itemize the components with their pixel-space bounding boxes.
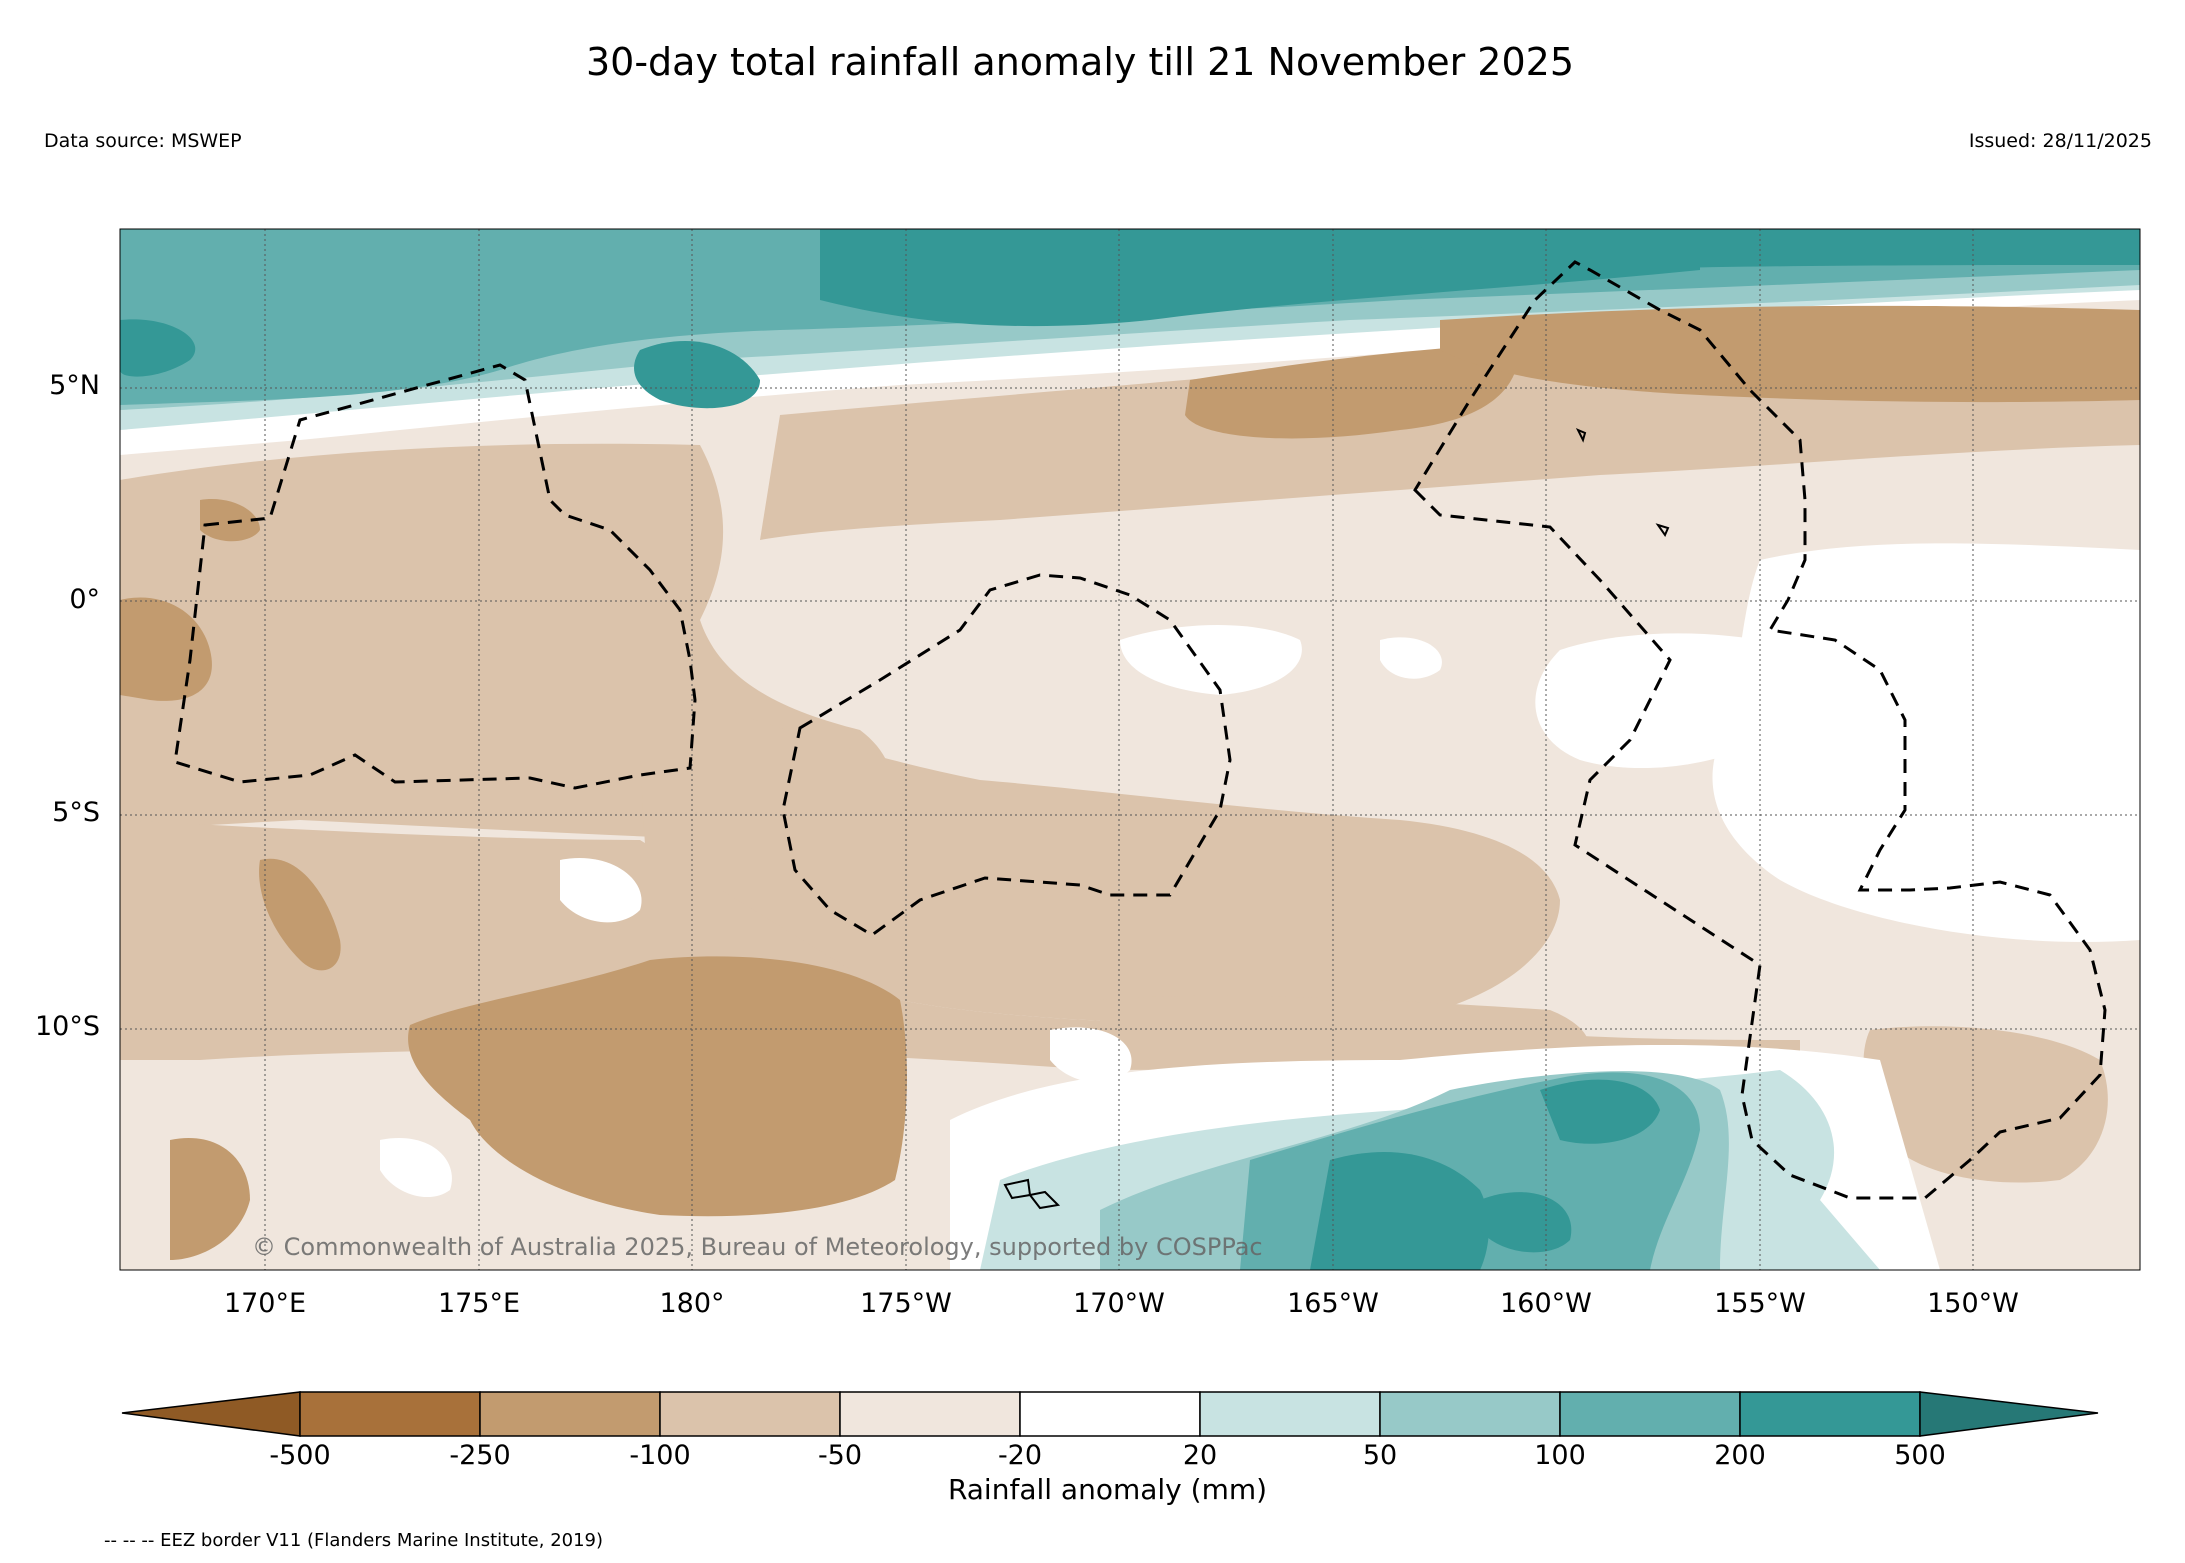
colorbar-tick: -500: [269, 1440, 331, 1471]
lon-label-180: 180°: [659, 1288, 725, 1319]
eez-borders: [173, 260, 2107, 1200]
map-title: 30-day total rainfall anomaly till 21 No…: [585, 40, 1575, 84]
copyright-watermark: © Commonwealth of Australia 2025, Bureau…: [252, 1233, 1263, 1261]
colorbar-bin: [659, 1391, 841, 1437]
colorbar-tick: 50: [1362, 1440, 1398, 1471]
colorbar-tick: 20: [1182, 1440, 1218, 1471]
map-frame: [119, 228, 2141, 1271]
colorbar-title: Rainfall anomaly (mm): [947, 1473, 1268, 1506]
graticule: [120, 229, 2140, 1270]
lon-label-175w: 175°W: [860, 1288, 952, 1319]
colorbar-tick: 500: [1894, 1440, 1946, 1471]
islands: [1003, 428, 1670, 1210]
colorbar-bin: [839, 1391, 1021, 1437]
lon-label-165w: 165°W: [1287, 1288, 1379, 1319]
colorbar-bin: [479, 1391, 661, 1437]
lon-label-160w: 160°W: [1500, 1288, 1592, 1319]
colorbar-tick: -100: [629, 1440, 691, 1471]
colorbar-bin: [1379, 1391, 1561, 1437]
colorbar-bin: [1019, 1391, 1201, 1437]
lon-label-150w: 150°W: [1927, 1288, 2019, 1319]
colorbar-tick: -20: [997, 1440, 1043, 1471]
lat-label-5n: 5°N: [49, 370, 100, 401]
lat-label-0: 0°: [69, 584, 100, 615]
colorbar-tick: 200: [1714, 1440, 1766, 1471]
colorbar-tick: -50: [817, 1440, 863, 1471]
lat-label-10s: 10°S: [35, 1011, 100, 1042]
lon-label-170e: 170°E: [223, 1288, 307, 1319]
colorbar-tick: 100: [1534, 1440, 1586, 1471]
colorbar-extend-high: [1919, 1391, 2099, 1437]
lon-label-175e: 175°E: [437, 1288, 521, 1319]
lon-label-170w: 170°W: [1073, 1288, 1165, 1319]
colorbar-bin: [1199, 1391, 1381, 1437]
lon-label-155w: 155°W: [1714, 1288, 1806, 1319]
colorbar-bin: [1739, 1391, 1921, 1437]
colorbar-bin: [1559, 1391, 1741, 1437]
lat-label-5s: 5°S: [52, 797, 100, 828]
anomaly-field: [120, 229, 2140, 1270]
colorbar: [121, 1391, 2099, 1437]
data-source: Data source: MSWEP: [44, 130, 242, 152]
issued-date: Issued: 28/11/2025: [1968, 130, 2152, 152]
eez-legend-note: -- -- -- EEZ border V11 (Flanders Marine…: [104, 1530, 604, 1551]
colorbar-tick: -250: [449, 1440, 511, 1471]
colorbar-bin: [299, 1391, 481, 1437]
colorbar-extend-low: [121, 1391, 301, 1437]
